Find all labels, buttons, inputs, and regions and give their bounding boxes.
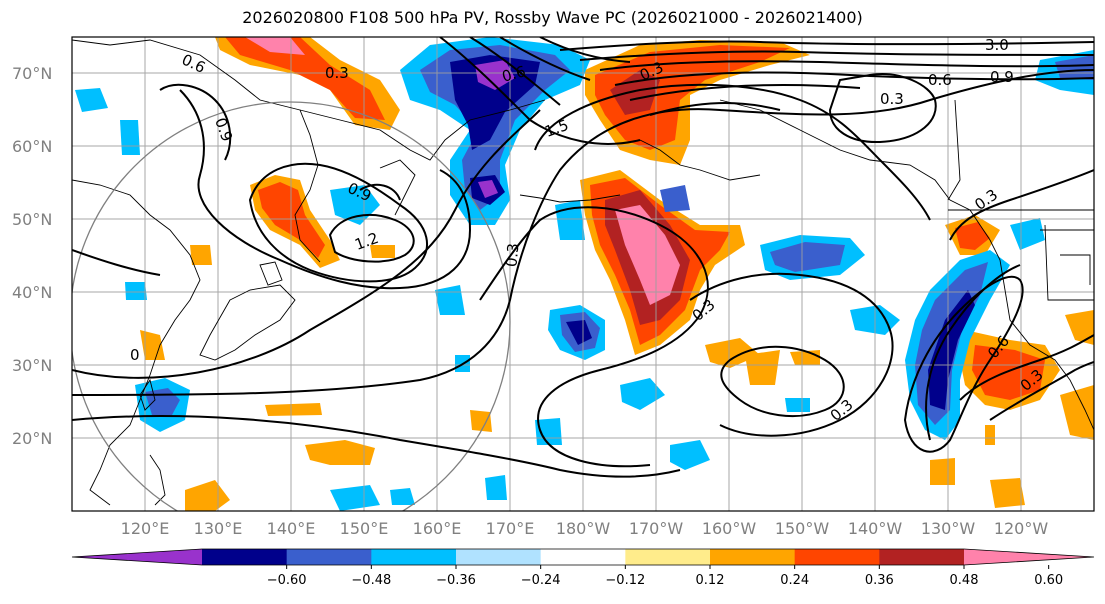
map-border (71, 36, 1095, 512)
colorbar-tick-label: −0.12 (605, 573, 645, 588)
colorbar-tick-label: 0.24 (780, 573, 809, 588)
contour-label: 3.0 (985, 36, 1009, 54)
negative-anomaly-shading (75, 37, 1094, 511)
map-title: 2026020800 F108 500 hPa PV, Rossby Wave … (242, 8, 863, 27)
lon-label: 160°W (702, 519, 757, 538)
lon-label: 150°E (340, 519, 389, 538)
lon-label: 140°W (848, 519, 903, 538)
lon-label: 120°E (121, 519, 170, 538)
colorbar-outline (71, 548, 1095, 566)
colorbar-tick-label: −0.24 (521, 573, 561, 588)
pv-contours (72, 37, 1094, 478)
lat-label-60n: 60°N (12, 137, 52, 156)
colorbar-segment (710, 549, 796, 565)
colorbar-segment (794, 549, 880, 565)
colorbar-segment (625, 549, 711, 565)
colorbar-tick-label: −0.48 (351, 573, 391, 588)
colorbar-tick-label: −0.36 (436, 573, 476, 588)
reference-circle (72, 101, 511, 511)
lon-label: 140°E (267, 519, 316, 538)
contour-label: 0.9 (990, 68, 1014, 86)
colorbar-segment (879, 549, 965, 565)
colorbar-tick-label: 0.60 (1034, 573, 1063, 588)
colorbar-tick-label: −0.60 (267, 573, 307, 588)
lat-label-20n: 20°N (12, 429, 52, 448)
colorbar-tick-label: 0.36 (865, 573, 894, 588)
contour-label: 0.3 (502, 242, 522, 267)
colorbar-max-extend (964, 549, 1094, 565)
lon-label: 170°E (486, 519, 535, 538)
colorbar-segment (540, 549, 626, 565)
contour-label: 0.3 (325, 64, 349, 82)
lat-label-50n: 50°N (12, 210, 52, 229)
colorbar-segment (371, 549, 457, 565)
lat-label-40n: 40°N (12, 283, 52, 302)
contour-label: 0.3 (880, 90, 904, 108)
lon-label: 150°W (775, 519, 830, 538)
colorbar-segment (286, 549, 372, 565)
lon-label: 170°W (629, 519, 684, 538)
colorbar-min-extend (72, 549, 202, 565)
lon-label: 160°E (413, 519, 462, 538)
lon-label: 180°W (556, 519, 611, 538)
contour-label: 0.6 (500, 62, 528, 86)
lon-label: 130°W (921, 519, 976, 538)
colorbar-tick-label: 0.48 (950, 573, 979, 588)
colorbar-tick-label: 0.12 (696, 573, 725, 588)
colorbar-segment (202, 549, 288, 565)
colorbar-segment (456, 549, 542, 565)
contour-label: 0.6 (928, 71, 952, 89)
lon-label: 130°E (194, 519, 243, 538)
longitude-labels: 120°E 130°E 140°E 150°E 160°E 170°E 180°… (121, 519, 1049, 538)
contour-label: 0 (130, 346, 140, 364)
lat-label-70n: 70°N (12, 64, 52, 83)
latitude-labels: 70°N 60°N 50°N 40°N 30°N 20°N (12, 64, 52, 448)
positive-anomaly-shading (140, 37, 1094, 511)
lon-label: 120°W (994, 519, 1049, 538)
lat-label-30n: 30°N (12, 356, 52, 375)
coastlines (72, 39, 1094, 506)
colorbar: −0.60 −0.48 −0.36 −0.24 −0.12 0.12 0.24 0.36 0.4… (71, 548, 1095, 588)
